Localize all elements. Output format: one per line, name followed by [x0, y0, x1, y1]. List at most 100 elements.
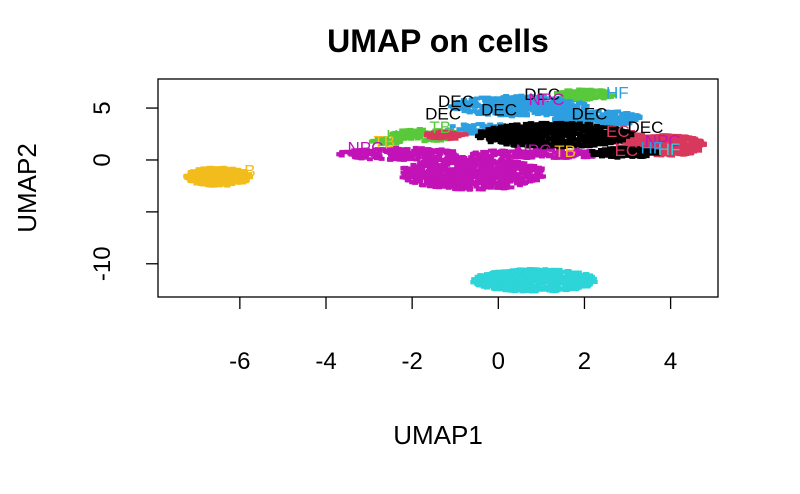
data-point: [413, 128, 420, 133]
data-point: [518, 178, 524, 183]
data-point: [424, 137, 431, 142]
data-point: [535, 107, 541, 112]
data-point: [697, 138, 704, 143]
data-point: [419, 166, 425, 171]
data-point: [445, 133, 452, 138]
data-point: [412, 145, 419, 150]
data-point: [603, 89, 610, 94]
data-point: [482, 165, 489, 170]
point-text-label: NPC: [348, 139, 384, 158]
data-point: [448, 172, 455, 177]
data-point: [534, 178, 540, 183]
data-point: [507, 172, 514, 177]
data-point: [599, 154, 605, 159]
data-point: [595, 153, 602, 158]
data-point: [343, 150, 350, 155]
data-point: [501, 96, 508, 101]
data-point: [495, 175, 502, 180]
point-text-label: DEC: [481, 100, 517, 119]
data-point: [550, 155, 557, 160]
data-point: [241, 179, 248, 184]
data-point: [623, 130, 630, 135]
data-point: [487, 272, 494, 277]
data-point: [641, 146, 648, 151]
data-point: [514, 122, 521, 127]
data-point: [486, 158, 493, 163]
data-point: [450, 106, 457, 111]
data-point: [645, 137, 652, 142]
data-point: [514, 161, 520, 166]
data-point: [699, 141, 706, 146]
data-point: [552, 99, 559, 104]
data-point: [546, 268, 553, 273]
data-point: [543, 139, 550, 144]
data-point: [450, 182, 457, 187]
data-point: [576, 282, 583, 287]
data-point: [432, 163, 439, 168]
data-point: [572, 143, 579, 148]
data-point: [585, 143, 592, 148]
data-point: [583, 275, 590, 280]
x-tick-label: -4: [315, 348, 336, 375]
data-point: [532, 142, 539, 147]
data-point: [663, 151, 670, 156]
data-point: [487, 122, 494, 127]
data-point: [613, 152, 620, 157]
data-point: [570, 95, 577, 100]
data-point: [576, 149, 583, 154]
data-point: [413, 157, 420, 162]
data-point: [459, 169, 466, 173]
data-point: [536, 284, 542, 289]
data-point: [580, 123, 587, 128]
data-point: [487, 140, 494, 145]
data-point: [447, 169, 454, 174]
data-point: [612, 112, 618, 116]
data-point: [466, 101, 473, 106]
data-point: [522, 181, 528, 186]
data-point: [518, 105, 525, 110]
data-point: [468, 179, 475, 183]
data-point: [534, 112, 541, 117]
data-point: [188, 174, 194, 179]
data-point: [509, 125, 516, 130]
data-point: [582, 143, 588, 148]
data-point: [392, 147, 399, 152]
data-point: [538, 174, 545, 179]
data-point: [492, 131, 499, 136]
data-point: [531, 110, 538, 115]
point-text-label: HF: [386, 126, 409, 145]
data-point: [566, 277, 573, 282]
data-point: [555, 147, 562, 152]
data-point: [666, 141, 673, 146]
data-point: [393, 145, 400, 150]
data-point: [584, 112, 591, 117]
data-point: [449, 151, 456, 156]
data-point: [559, 287, 566, 292]
point-text-label: DEC: [438, 92, 474, 111]
data-point: [481, 173, 487, 178]
data-point: [486, 183, 493, 187]
data-point: [540, 109, 547, 114]
data-point: [550, 289, 556, 293]
data-point: [591, 133, 598, 138]
data-point: [510, 178, 517, 182]
data-point: [598, 134, 605, 139]
data-point: [440, 161, 447, 166]
data-point: [515, 135, 522, 140]
data-point: [595, 120, 602, 125]
data-point: [619, 111, 626, 116]
data-point: [538, 166, 545, 171]
data-point: [435, 131, 442, 136]
data-point: [434, 134, 441, 139]
data-point: [442, 164, 448, 169]
data-point: [534, 147, 541, 152]
data-point: [589, 114, 596, 119]
data-point: [666, 149, 673, 154]
data-point: [616, 145, 623, 150]
y-axis-label: UMAP2: [12, 143, 42, 233]
data-point: [387, 141, 394, 146]
data-point: [233, 174, 240, 179]
data-point: [492, 150, 499, 155]
data-point: [483, 274, 490, 279]
data-point: [603, 120, 610, 125]
